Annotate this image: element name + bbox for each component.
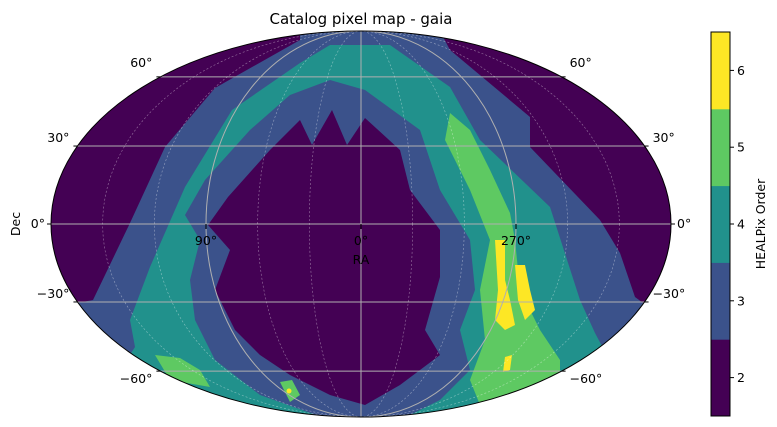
x-tick-label: 90°	[195, 233, 217, 248]
region-order-6-a	[495, 240, 515, 330]
colorbar-tick-label: 3	[737, 293, 745, 308]
y-tick-label-left: 30°	[47, 130, 69, 145]
colorbar-tick-label: 5	[737, 140, 745, 155]
region-order-6-c	[503, 355, 512, 372]
colorbar-segment	[711, 32, 730, 110]
chart-title: Catalog pixel map - gaia	[270, 10, 453, 28]
grid-minor-meridian	[154, 31, 568, 417]
x-axis-label: RA	[353, 252, 370, 267]
y-tick-label-right: −60°	[570, 371, 603, 386]
colorbar-segment	[711, 262, 730, 340]
y-tick-label-right: 30°	[653, 130, 675, 145]
colorbar-tick-label: 2	[737, 370, 745, 385]
colorbar: 2 3 4 5 6	[710, 31, 745, 417]
grid-minor-meridian	[257, 31, 465, 417]
y-tick-label-right: −30°	[653, 286, 686, 301]
colorbar-label: HEALPix Order	[753, 178, 768, 269]
y-tick-label-left: −60°	[120, 371, 153, 386]
y-axis-label: Dec	[8, 212, 23, 236]
grid-minor-meridian	[102, 31, 620, 417]
y-tick-label-right: 0°	[677, 216, 691, 231]
y-tick-label-left: 60°	[130, 55, 152, 70]
grid-minor-meridian	[154, 31, 568, 417]
colorbar-segment	[711, 185, 730, 263]
region-order-6-b	[515, 265, 535, 320]
colorbar-tick-label: 6	[737, 63, 745, 78]
grid-minor-meridian	[257, 31, 465, 417]
axis-ticks: 60° 60° 30° 30° 0° 0° −30° −30° −60° −60° 90° 0° 270…	[31, 55, 691, 386]
y-tick-label-left: 0°	[31, 216, 45, 231]
grid-minor-meridian	[309, 31, 413, 417]
y-tick-label-left: −30°	[37, 286, 70, 301]
y-tick-label-right: 60°	[570, 55, 592, 70]
grid-minor-meridian	[102, 31, 620, 417]
x-tick-label: 270°	[501, 233, 531, 248]
grid-minor-meridian	[309, 31, 413, 417]
colorbar-segment	[711, 108, 730, 187]
colorbar-segment	[711, 339, 730, 417]
colorbar-tick-label: 4	[737, 217, 745, 232]
region-order-6-d	[286, 388, 292, 394]
region-order-2-inner	[208, 110, 440, 405]
x-tick-label: 0°	[354, 233, 368, 248]
colorbar-border	[710, 31, 731, 417]
